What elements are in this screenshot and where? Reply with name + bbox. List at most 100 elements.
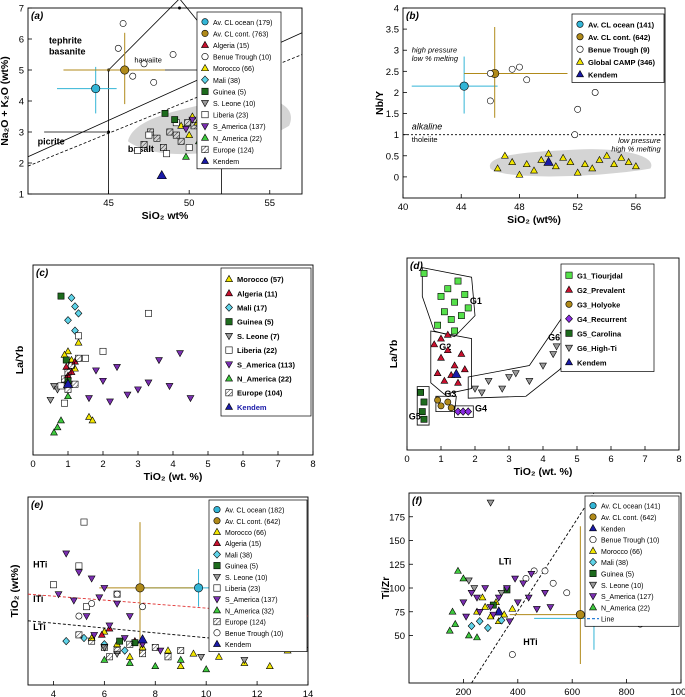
legend-marker [213, 550, 221, 559]
x-tick-label: 48 [514, 202, 525, 213]
legend-marker [200, 40, 210, 48]
legend-marker [565, 314, 573, 324]
data-point [508, 604, 517, 612]
data-point [113, 364, 121, 372]
legend-label: Av. CL ocean (141) [588, 20, 655, 29]
data-point [153, 134, 161, 142]
legend-label: Kendem [237, 403, 267, 412]
x-tick-label: 1 [438, 454, 443, 465]
data-point [95, 594, 104, 602]
legend-label: Kenden [601, 526, 625, 533]
data-point [575, 610, 585, 620]
data-point [53, 423, 62, 431]
x-tick-label: 6 [102, 689, 107, 697]
data-point [120, 65, 130, 75]
x-tick-label: 1000 [670, 687, 685, 697]
legend-label: Benue Trough (10) [225, 631, 283, 638]
data-point [420, 398, 428, 406]
data-point [82, 354, 89, 362]
legend-label: Av. CL cont. (763) [213, 31, 269, 38]
data-point [588, 164, 597, 172]
legend-marker [212, 596, 222, 604]
data-point [184, 119, 191, 127]
x-tick-label: 40 [398, 202, 409, 213]
data-point [97, 630, 106, 638]
data-point [574, 105, 582, 113]
legend-marker [201, 29, 209, 37]
x-axis-label: SiO₂ wt% [142, 210, 189, 222]
data-point [145, 131, 153, 139]
data-point [433, 369, 442, 376]
group-hull [454, 405, 474, 418]
legend-marker [201, 53, 209, 61]
data-point [82, 613, 91, 621]
region-label: hawaiite [134, 55, 162, 64]
legend-label: Global CAMP (346) [588, 58, 655, 67]
legend-label: Morocco (66) [213, 66, 254, 73]
data-point [546, 604, 555, 612]
data-point [502, 585, 511, 593]
group-hull [421, 267, 476, 338]
legend-label: Morocco (57) [237, 275, 284, 284]
region-label: high % melting [611, 145, 661, 154]
legend-marker [201, 18, 209, 26]
y-tick-label: 5 [19, 66, 24, 77]
legend-label: Mali (38) [601, 560, 628, 567]
legend-box [584, 495, 680, 627]
data-point [440, 376, 449, 384]
data-point [151, 662, 160, 669]
data-point [172, 131, 180, 139]
data-point [123, 391, 132, 399]
legend-label: Mali (38) [213, 78, 240, 85]
legend-label: S_America (137) [213, 124, 266, 131]
data-point [185, 130, 194, 138]
panel-f: 20040060080010005075100125150175Ti/YTi/Z… [380, 492, 685, 697]
x-tick-label: 52 [572, 202, 583, 213]
data-point [120, 646, 129, 655]
data-point [591, 89, 599, 96]
legend-marker [224, 333, 234, 341]
data-point [497, 589, 506, 597]
data-point [75, 354, 82, 362]
data-point [610, 160, 618, 168]
data-point [105, 622, 114, 630]
data-point [99, 377, 107, 385]
y-tick-label: 2 [394, 88, 399, 99]
x-tick-label: 8 [310, 459, 315, 470]
data-point [508, 157, 517, 165]
legend-marker [201, 75, 209, 85]
data-point [57, 292, 65, 300]
data-point [163, 150, 171, 158]
data-point [475, 617, 484, 626]
data-point [176, 662, 185, 669]
data-point [451, 327, 458, 335]
data-point [511, 370, 520, 378]
data-point [445, 626, 454, 634]
data-point [523, 76, 531, 84]
data-point [164, 653, 172, 661]
legend-label: N_America (22) [237, 375, 292, 384]
legend-marker [225, 389, 233, 397]
data-point [450, 361, 459, 369]
y-tick-label: 3 [19, 128, 24, 139]
y-tick-label: 6 [19, 35, 24, 46]
legend-marker [212, 606, 222, 614]
data-point [489, 611, 498, 619]
data-point [459, 81, 469, 91]
region-label: picrite [38, 136, 65, 146]
x-axis-label: TiO₂ (wt. %) [144, 471, 203, 483]
legend-marker [575, 69, 585, 78]
data-point [508, 651, 516, 658]
legend-label: Guinea (5) [237, 318, 274, 327]
legend-box [196, 11, 282, 170]
legend-marker [212, 527, 222, 535]
data-point [475, 608, 484, 616]
panel-letter: (c) [36, 268, 49, 279]
legend-label: Av. CL cont. (642) [588, 33, 651, 42]
y-axis-label: La/Yb [14, 346, 26, 375]
data-point [459, 574, 468, 582]
y-tick-label: 7 [19, 4, 24, 15]
x-tick-label: 8 [153, 689, 158, 697]
data-point [457, 312, 465, 319]
